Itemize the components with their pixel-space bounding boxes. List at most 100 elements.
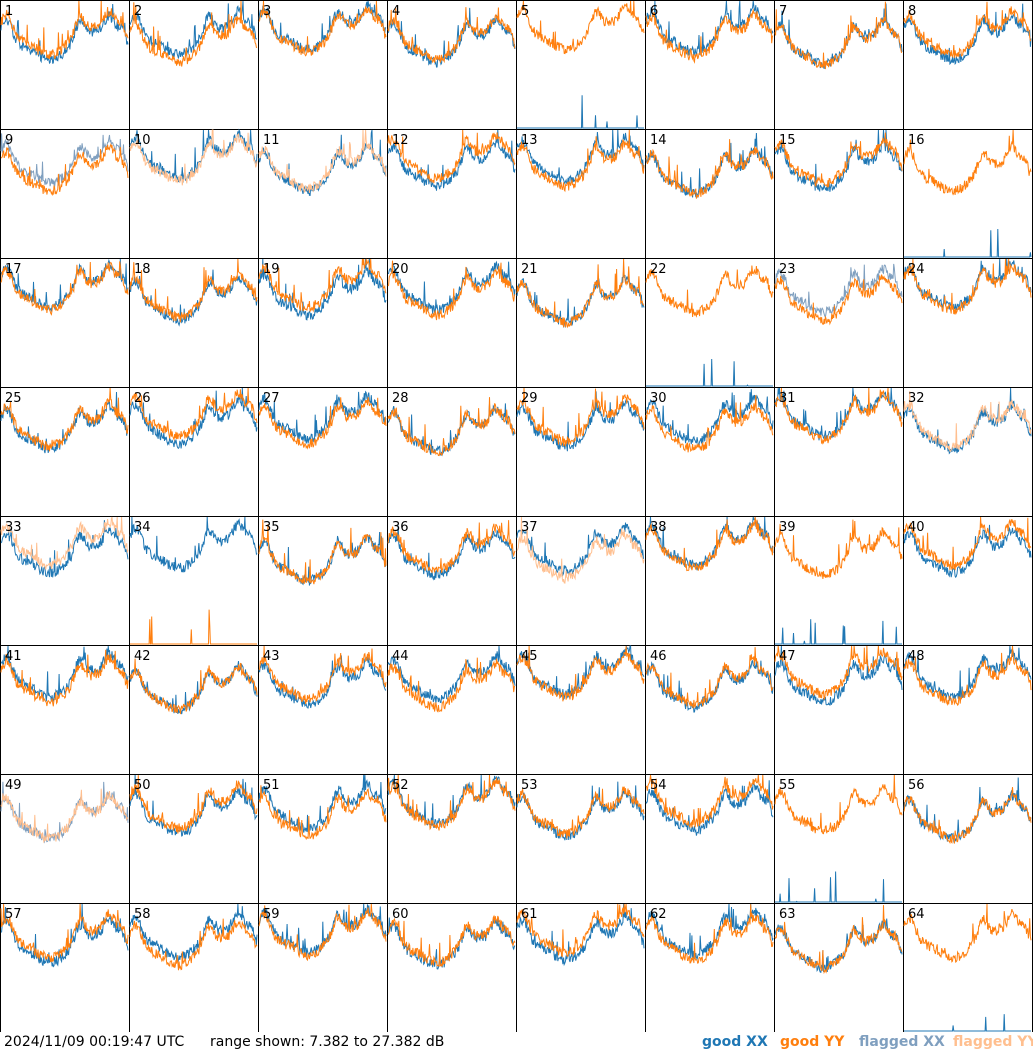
- series-yy-line: [258, 519, 387, 585]
- series-yy-line: [387, 774, 516, 831]
- panel-frame: [645, 516, 775, 646]
- series-xx-line: [775, 871, 902, 903]
- panel-34: 34: [129, 516, 259, 646]
- panel-frame: [258, 645, 388, 775]
- panel-41: 41: [0, 645, 130, 775]
- series-yy-line: [0, 0, 129, 60]
- series-yy-line: [0, 516, 129, 570]
- series-xx-line: [129, 0, 257, 59]
- panel-39: 39: [774, 516, 904, 646]
- panel-label: 63: [779, 907, 796, 922]
- panel-5: 5: [516, 0, 646, 130]
- panel-frame: [129, 903, 259, 1032]
- series-yy-line: [645, 139, 774, 199]
- panel-label: 9: [5, 133, 13, 148]
- panel-label: 7: [779, 4, 787, 19]
- panel-frame: [645, 774, 775, 904]
- panel-label: 22: [650, 262, 667, 277]
- series-xx-line: [774, 645, 903, 707]
- series-xx-line: [0, 3, 129, 65]
- series-xx-line: [774, 129, 903, 193]
- panel-label: 25: [5, 391, 22, 406]
- series-yy-line: [258, 903, 387, 962]
- panel-frame: [645, 903, 775, 1032]
- panel-frame: [774, 258, 904, 388]
- series-yy-line: [0, 788, 129, 844]
- panel-frame: [774, 387, 904, 517]
- panel-frame: [387, 645, 517, 775]
- panel-52: 52: [387, 774, 517, 904]
- panel-label: 45: [521, 649, 538, 664]
- panel-62: 62: [645, 903, 775, 1032]
- panel-frame: [387, 387, 517, 517]
- panel-59: 59: [258, 903, 388, 1032]
- timestamp: 2024/11/09 00:19:47 UTC: [4, 1034, 185, 1050]
- panel-frame: [129, 387, 259, 517]
- legend-flagged-yy: flagged YY: [953, 1034, 1033, 1050]
- panel-45: 45: [516, 645, 646, 775]
- panel-60: 60: [387, 903, 517, 1032]
- series-xx-line: [517, 95, 644, 129]
- panel-20: 20: [387, 258, 517, 388]
- series-xx-line: [775, 619, 902, 645]
- panel-label: 55: [779, 778, 796, 793]
- panel-label: 15: [779, 133, 796, 148]
- panel-frame: [903, 0, 1033, 130]
- series-xx-line: [646, 358, 773, 387]
- panel-frame: [516, 258, 646, 388]
- series-xx-line: [0, 520, 129, 578]
- series-yy-line: [387, 397, 516, 457]
- series-yy-line: [387, 520, 516, 574]
- panel-frame: [258, 129, 388, 259]
- panel-label: 59: [263, 907, 280, 922]
- panel-frame: [516, 387, 646, 517]
- series-xx-line: [645, 132, 774, 198]
- panel-40: 40: [903, 516, 1033, 646]
- series-yy-line: [258, 645, 387, 705]
- series-yy-line: [129, 0, 258, 67]
- panel-label: 38: [650, 520, 667, 535]
- panel-13: 13: [516, 129, 646, 259]
- panel-46: 46: [645, 645, 775, 775]
- series-yy-line: [774, 1, 903, 70]
- panel-30: 30: [645, 387, 775, 517]
- panel-23: 23: [774, 258, 904, 388]
- panel-label: 32: [908, 391, 925, 406]
- panel-label: 29: [521, 391, 538, 406]
- panel-frame: [129, 516, 259, 646]
- range-text: range shown: 7.382 to 27.382 dB: [210, 1034, 445, 1050]
- series-xx-line: [904, 1014, 1031, 1032]
- panel-label: 56: [908, 778, 925, 793]
- panel-frame: [387, 516, 517, 646]
- panel-label: 36: [392, 520, 409, 535]
- panel-54: 54: [645, 774, 775, 904]
- series-yy-line: [774, 274, 903, 326]
- series-yy-line: [774, 519, 903, 579]
- panel-57: 57: [0, 903, 130, 1032]
- panel-frame: [903, 129, 1033, 259]
- series-xx-line: [129, 903, 258, 963]
- panel-36: 36: [387, 516, 517, 646]
- panel-label: 60: [392, 907, 409, 922]
- panel-14: 14: [645, 129, 775, 259]
- panel-label: 14: [650, 133, 667, 148]
- panel-25: 25: [0, 387, 130, 517]
- panel-label: 49: [5, 778, 22, 793]
- panel-27: 27: [258, 387, 388, 517]
- panel-label: 33: [5, 520, 22, 535]
- series-yy-line: [258, 397, 387, 450]
- panel-63: 63: [774, 903, 904, 1032]
- series-yy-line: [129, 387, 258, 442]
- panel-label: 20: [392, 262, 409, 277]
- panel-frame: [774, 645, 904, 775]
- panel-2: 2: [129, 0, 259, 130]
- panel-33: 33: [0, 516, 130, 646]
- panel-label: 53: [521, 778, 538, 793]
- panel-label: 28: [392, 391, 409, 406]
- panel-17: 17: [0, 258, 130, 388]
- panel-label: 27: [263, 391, 280, 406]
- series-yy-line: [645, 774, 774, 829]
- series-yy-line: [387, 7, 516, 64]
- panel-19: 19: [258, 258, 388, 388]
- panel-58: 58: [129, 903, 259, 1032]
